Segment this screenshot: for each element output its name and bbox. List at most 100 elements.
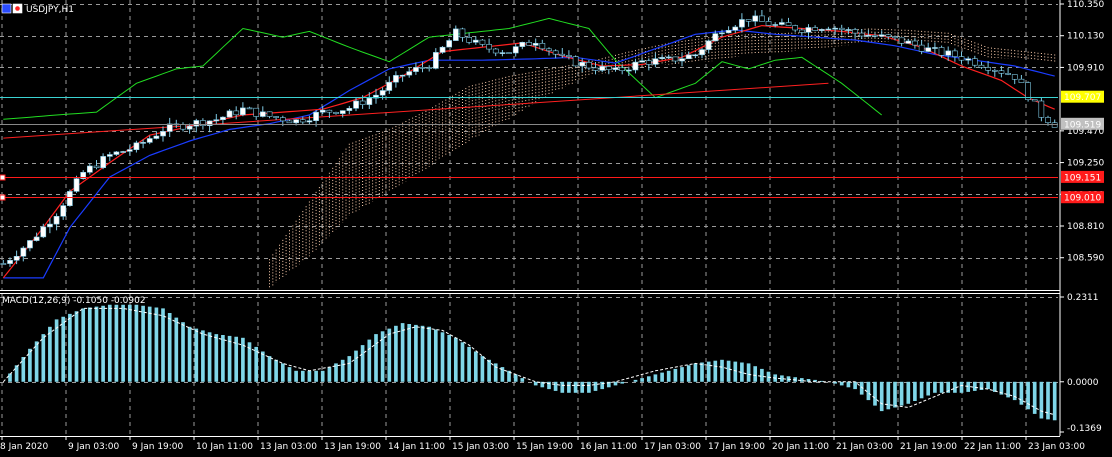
candle-body [27, 240, 33, 249]
candle-body [452, 28, 459, 41]
candle-body [1038, 100, 1045, 118]
candle-body [905, 40, 912, 44]
candle-body [186, 125, 193, 130]
level-price-badge-text: 109.151 [1064, 173, 1101, 183]
candle-body [572, 56, 579, 67]
candle-body [47, 223, 53, 228]
level-handle[interactable] [0, 194, 6, 201]
candle-body [313, 111, 319, 121]
candle-body [858, 32, 865, 37]
candle-body [472, 39, 479, 43]
candle-body [393, 75, 399, 83]
candle-body [778, 22, 785, 25]
price-tick-label: 109.250 [1067, 159, 1104, 169]
time-tick-label: 10 Jan 11:00 [196, 442, 253, 452]
time-axis[interactable]: 8 Jan 2020 9 Jan 03:00 9 Jan 19:00 10 Jan 1… [0, 436, 1085, 452]
candle-body [932, 47, 938, 49]
candle-body [526, 41, 532, 46]
macd-indicator [2, 304, 1057, 421]
candle-body [53, 216, 60, 225]
candle-body [206, 120, 213, 127]
candle-body [359, 100, 366, 105]
candle-body [958, 56, 965, 61]
price-tick-label: 110.350 [1067, 0, 1104, 10]
ichimoku-cloud [269, 28, 1056, 288]
chikou-span-line [3, 17, 883, 120]
candle-body [406, 71, 413, 76]
candle-body [419, 67, 426, 69]
candle-body [559, 53, 566, 56]
candle-body [898, 37, 905, 44]
candle-body [772, 24, 779, 26]
candle-body [938, 47, 945, 56]
candle-body [745, 19, 752, 22]
candle-body [685, 54, 692, 60]
candle-body [845, 29, 852, 31]
candle-body [818, 29, 825, 31]
candle-body [180, 124, 186, 130]
candle-body [971, 58, 978, 66]
candle-body [759, 15, 765, 22]
candle-body [645, 60, 652, 65]
candle-body [612, 67, 619, 70]
candle-body [213, 119, 220, 122]
candlesticks [0, 10, 1058, 267]
level-handle[interactable] [0, 174, 6, 181]
candle-body [446, 40, 453, 48]
candle-body [552, 50, 559, 55]
candle-body [785, 22, 792, 26]
candle-body [13, 255, 20, 261]
time-tick-label: 15 Jan 03:00 [452, 442, 509, 452]
candle-body [353, 100, 359, 109]
price-tick-label: 109.470 [1067, 127, 1104, 137]
candle-body [665, 56, 672, 59]
candle-body [951, 50, 958, 57]
candle-body [865, 34, 872, 37]
candle-body [838, 27, 845, 30]
candle-body [386, 81, 393, 91]
candle-body [146, 138, 153, 143]
price-tick-label: 109.910 [1067, 63, 1104, 73]
candle-body [512, 46, 519, 54]
time-tick-label: 16 Jan 11:00 [580, 442, 637, 452]
candle-body [200, 120, 206, 126]
candle-body [413, 67, 419, 72]
candle-body [712, 33, 719, 42]
candle-body [279, 117, 286, 122]
candle-body [1031, 99, 1038, 102]
time-tick-label: 9 Jan 19:00 [132, 442, 184, 452]
candle-body [546, 48, 552, 52]
candle-body [193, 120, 200, 127]
candle-body [80, 172, 86, 179]
candle-body [978, 64, 985, 68]
price-axis[interactable]: 110.350 110.130 109.910 109.470 109.250 109.0… [1060, 0, 1104, 434]
candle-body [1018, 78, 1025, 83]
candle-body [586, 61, 592, 69]
candle-body [805, 27, 812, 33]
candle-body [1045, 117, 1051, 124]
candle-body [253, 107, 260, 117]
time-tick-label: 22 Jan 11:00 [964, 442, 1021, 452]
candle-body [379, 90, 386, 96]
candle-body [273, 116, 280, 118]
candle-body [366, 97, 373, 105]
candle-body [100, 156, 106, 168]
ask-price-badge [1061, 90, 1104, 103]
candle-body [492, 48, 499, 54]
candle-body [692, 54, 699, 57]
time-tick-label: 9 Jan 03:00 [68, 442, 120, 452]
candle-body [878, 34, 885, 37]
candle-body [399, 74, 406, 77]
candle-body [299, 119, 306, 123]
candle-body [220, 116, 226, 120]
candle-body [153, 135, 160, 139]
candle-body [619, 67, 625, 72]
symbol-flag-icon [1, 3, 12, 14]
candle-body [945, 50, 952, 56]
candle-body [140, 142, 146, 144]
candle-body [326, 109, 333, 113]
time-tick-label: 14 Jan 11:00 [388, 442, 445, 452]
candle-body [160, 131, 166, 137]
candle-body [499, 52, 506, 54]
